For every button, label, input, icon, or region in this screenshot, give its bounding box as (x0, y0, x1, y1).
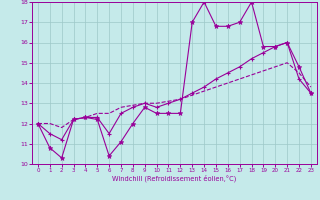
X-axis label: Windchill (Refroidissement éolien,°C): Windchill (Refroidissement éolien,°C) (112, 175, 236, 182)
